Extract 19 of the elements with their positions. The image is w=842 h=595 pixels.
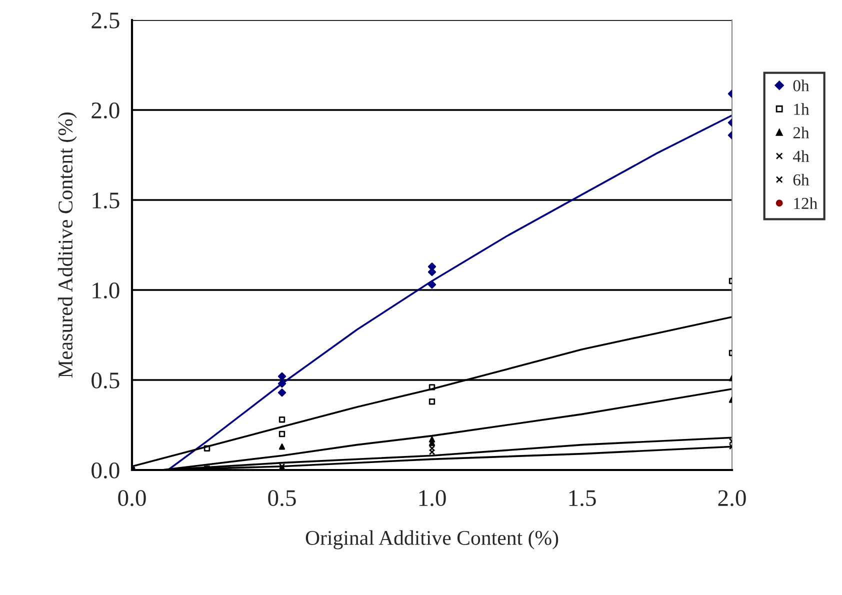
x-tick-label: 0.0 [118, 490, 146, 506]
y-tick-label: 0.5 [92, 372, 120, 389]
y-axis-title: Measured Additive Content (%) [58, 112, 77, 378]
legend-label: 0h [793, 80, 810, 92]
y-tick-label: 2.0 [92, 102, 120, 119]
y-tick-label: 2.5 [92, 12, 120, 29]
legend-label: 6h [793, 174, 810, 186]
legend-label: 4h [792, 150, 810, 162]
y-tick-label: 0.0 [92, 462, 120, 479]
y-tick-label: 1.5 [92, 192, 120, 209]
legend-label: 2h [793, 126, 810, 138]
x-axis-title: Original Additive Content (%) [306, 530, 558, 550]
legend-label: 1h [794, 103, 810, 115]
legend-label: 12h [794, 197, 818, 209]
x-tick-label: 1.5 [569, 490, 596, 506]
x-tick-label: 0.5 [268, 490, 296, 506]
y-tick-label: 1.0 [92, 282, 120, 299]
x-tick-label: 1.0 [419, 490, 446, 506]
x-tick-label: 2.0 [718, 490, 746, 506]
